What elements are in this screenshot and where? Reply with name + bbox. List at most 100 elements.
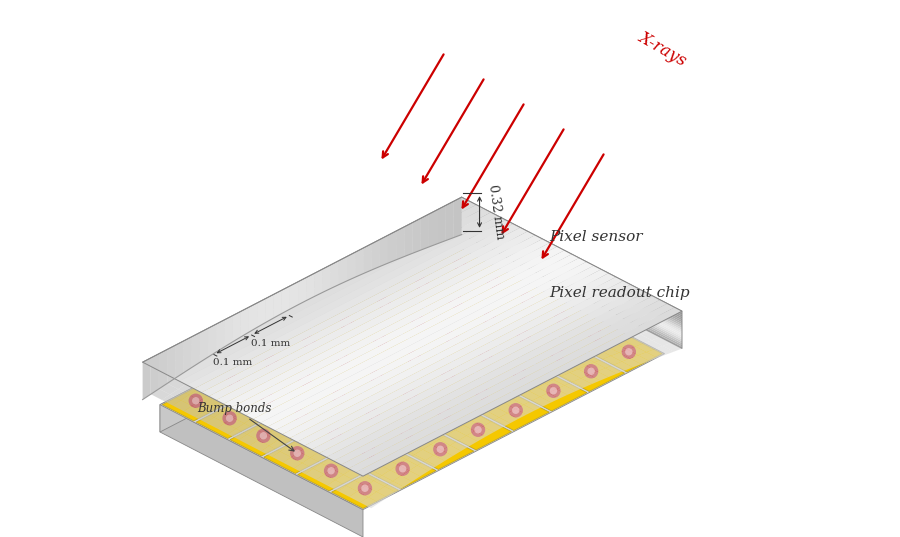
Polygon shape [496,370,515,380]
Polygon shape [572,318,591,326]
Polygon shape [375,375,395,386]
Polygon shape [446,267,464,276]
Circle shape [374,374,380,380]
Polygon shape [347,326,414,360]
Polygon shape [200,357,219,368]
Polygon shape [515,340,534,350]
Polygon shape [490,322,557,357]
Polygon shape [465,330,485,340]
Polygon shape [340,420,359,431]
Polygon shape [509,353,528,362]
Polygon shape [196,404,263,438]
Polygon shape [474,392,493,402]
Polygon shape [518,381,537,391]
Polygon shape [366,311,386,321]
Polygon shape [294,463,313,474]
Circle shape [400,425,413,438]
Polygon shape [312,316,331,326]
Polygon shape [428,359,446,369]
Polygon shape [437,271,456,279]
Polygon shape [304,393,324,403]
Polygon shape [332,425,351,437]
Polygon shape [599,317,618,326]
Circle shape [551,347,563,360]
Polygon shape [537,383,556,393]
Polygon shape [496,338,515,347]
Polygon shape [422,373,441,383]
Polygon shape [346,481,365,491]
Circle shape [449,295,463,308]
Polygon shape [386,381,406,391]
Polygon shape [580,345,600,353]
Polygon shape [603,356,622,365]
Polygon shape [336,475,355,486]
Polygon shape [554,376,572,386]
Polygon shape [558,357,625,391]
Polygon shape [424,256,443,265]
Circle shape [302,336,315,349]
Polygon shape [389,270,455,304]
Polygon shape [523,337,543,346]
Polygon shape [468,340,488,349]
Circle shape [328,468,334,474]
Polygon shape [630,326,649,335]
Polygon shape [398,387,417,397]
Polygon shape [447,395,466,405]
Circle shape [365,448,372,454]
Polygon shape [490,290,508,299]
Circle shape [442,369,454,382]
Polygon shape [462,223,682,339]
Polygon shape [564,351,583,360]
Polygon shape [476,275,495,284]
Polygon shape [352,464,371,475]
Circle shape [415,318,421,324]
Polygon shape [208,324,216,357]
Polygon shape [418,299,437,308]
Polygon shape [387,417,406,427]
Circle shape [411,355,418,361]
Polygon shape [408,293,427,302]
Polygon shape [443,288,463,297]
Polygon shape [398,460,418,470]
Polygon shape [412,250,432,259]
Circle shape [589,328,601,341]
Polygon shape [284,320,303,330]
Circle shape [408,392,413,398]
Polygon shape [407,262,427,271]
Polygon shape [409,358,428,367]
Polygon shape [508,293,528,301]
Circle shape [456,262,463,267]
Polygon shape [381,360,400,371]
Polygon shape [365,442,384,453]
Polygon shape [440,250,459,258]
Polygon shape [189,389,209,401]
Polygon shape [354,364,373,374]
Polygon shape [192,401,211,412]
Polygon shape [462,217,682,333]
Polygon shape [627,346,646,355]
Polygon shape [302,419,368,454]
Polygon shape [322,265,330,293]
Polygon shape [485,397,505,408]
Polygon shape [591,350,611,359]
Polygon shape [462,221,682,337]
Polygon shape [266,354,284,365]
Polygon shape [348,303,675,473]
Polygon shape [400,397,419,407]
Polygon shape [309,306,328,316]
Polygon shape [356,339,375,349]
Polygon shape [332,388,351,399]
Polygon shape [490,320,509,329]
Polygon shape [200,395,220,407]
Polygon shape [236,385,255,396]
Polygon shape [219,358,238,368]
Polygon shape [439,399,458,409]
Circle shape [585,365,598,378]
Circle shape [446,372,451,378]
Polygon shape [449,338,468,347]
Polygon shape [230,243,557,411]
Polygon shape [531,334,551,343]
Polygon shape [392,402,411,412]
Polygon shape [356,306,374,315]
Polygon shape [274,386,293,397]
